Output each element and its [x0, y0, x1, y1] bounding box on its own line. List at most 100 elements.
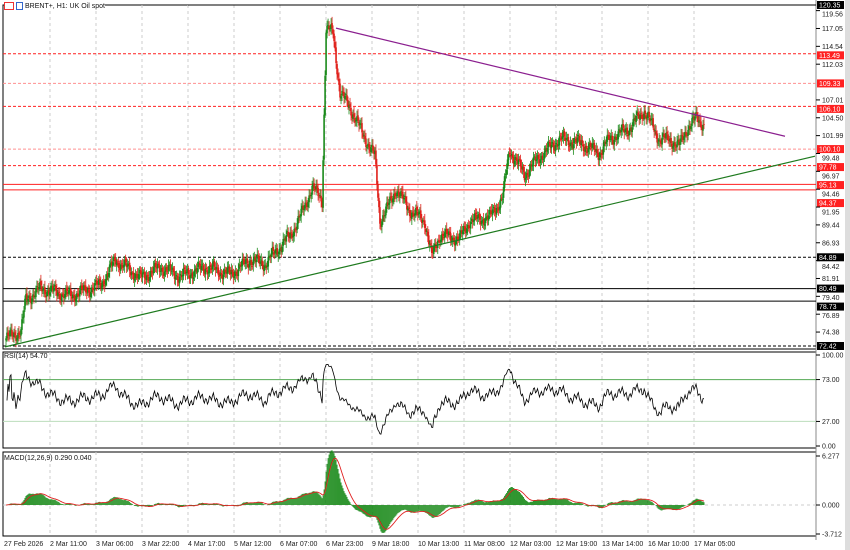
candle-body — [692, 116, 694, 119]
candle-body — [372, 145, 374, 151]
candle-body — [548, 142, 551, 143]
candle-body — [135, 274, 138, 276]
candle-body — [168, 264, 171, 266]
candle-body — [492, 206, 495, 209]
candle-body — [215, 266, 218, 270]
candle-body — [552, 142, 555, 148]
chart-menu-icon[interactable] — [4, 2, 14, 10]
candle-body — [226, 268, 229, 274]
candle-body — [394, 193, 396, 196]
candle-body — [631, 127, 634, 133]
price-tick-label: 79.40 — [822, 295, 840, 302]
candle-body — [355, 120, 357, 122]
price-tick-label: 114.54 — [822, 44, 843, 51]
candle-body — [232, 271, 235, 279]
trade-icon[interactable] — [16, 2, 23, 10]
candle-body — [303, 208, 305, 210]
scrollbar[interactable] — [845, 0, 850, 550]
candle-body — [176, 275, 179, 281]
candle-body — [607, 134, 610, 136]
candle-body — [424, 228, 427, 232]
price-tick-label: 76.89 — [822, 313, 840, 320]
candle-body — [101, 281, 104, 287]
candle-body — [393, 193, 395, 200]
candle-body — [256, 254, 259, 259]
candle-body — [245, 259, 248, 264]
candle-body — [654, 130, 656, 132]
candle-body — [645, 115, 647, 120]
candle-body — [346, 95, 348, 102]
candle-body — [473, 213, 476, 221]
candle-body — [203, 269, 206, 274]
candle-body — [17, 332, 19, 339]
candle-body — [103, 285, 106, 287]
candle-body — [307, 202, 309, 208]
candle-body — [230, 269, 233, 275]
candle-body — [137, 274, 140, 280]
candle-body — [491, 209, 494, 216]
candle-body — [212, 261, 215, 267]
candle-body — [480, 220, 483, 224]
candle-body — [697, 115, 699, 123]
candle-body — [308, 195, 310, 203]
candle-body — [396, 192, 398, 197]
candle-body — [399, 196, 401, 198]
candle-body — [356, 116, 358, 121]
candle-body — [306, 203, 308, 208]
price-level-label: 120.35 — [819, 3, 841, 10]
candle-body — [196, 267, 199, 273]
price-level-badge — [817, 1, 844, 9]
rsi-tick-label: 73.00 — [822, 377, 840, 384]
candle-body — [606, 134, 609, 142]
candle-body — [494, 211, 497, 214]
candle-body — [530, 164, 533, 167]
candle-body — [572, 144, 575, 149]
candle-body — [48, 289, 50, 295]
candle-body — [403, 198, 405, 200]
candle-body — [87, 289, 90, 293]
candle-body — [313, 183, 315, 189]
candle-body — [586, 150, 589, 154]
candle-body — [159, 271, 162, 273]
candle-body — [285, 234, 287, 242]
candle-body — [54, 284, 56, 287]
candle-body — [471, 219, 474, 223]
candle-body — [42, 289, 44, 291]
candle-body — [632, 119, 635, 127]
price-level-badge — [817, 199, 844, 208]
candle-body — [311, 185, 313, 195]
candle-body — [169, 263, 172, 271]
candle-body — [86, 289, 89, 293]
candle-body — [323, 114, 325, 160]
candle-body — [452, 237, 455, 242]
candle-body — [660, 140, 662, 144]
candle-body — [562, 131, 565, 138]
price-level-badge — [817, 284, 844, 293]
candle-body — [314, 189, 316, 190]
candle-body — [618, 129, 621, 131]
candle-body — [75, 293, 78, 300]
candle-body — [293, 228, 295, 237]
candle-body — [82, 285, 85, 291]
price-level-badge — [817, 253, 844, 262]
candle-body — [518, 158, 521, 160]
candle-body — [181, 275, 184, 277]
candle-body — [33, 295, 35, 298]
candle-body — [646, 116, 648, 119]
candle-body — [304, 202, 306, 209]
candle-body — [641, 114, 643, 120]
candle-body — [167, 265, 170, 271]
candle-body — [157, 263, 160, 266]
candle-body — [698, 120, 700, 123]
candle-body — [433, 243, 436, 246]
candle-body — [43, 288, 45, 291]
candle-body — [349, 104, 351, 107]
candle-body — [426, 231, 429, 237]
time-label: 9 Mar 18:00 — [372, 541, 409, 548]
candle-body — [391, 198, 393, 203]
candle-body — [65, 288, 67, 295]
candle-body — [329, 28, 331, 29]
candle-body — [595, 148, 598, 152]
candle-body — [165, 266, 168, 271]
